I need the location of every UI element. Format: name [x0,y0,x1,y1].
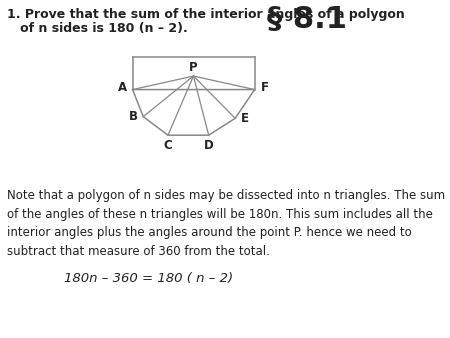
Text: F: F [261,81,269,94]
Text: § 8.1: § 8.1 [266,5,346,34]
Text: B: B [129,110,138,123]
Text: 180n – 360 = 180 ( n – 2): 180n – 360 = 180 ( n – 2) [63,272,233,285]
Text: E: E [241,112,249,125]
Text: A: A [118,81,127,94]
Text: Note that a polygon of n sides may be dissected into n triangles. The sum
of the: Note that a polygon of n sides may be di… [7,189,445,258]
Text: of n sides is 180 (n – 2).: of n sides is 180 (n – 2). [7,22,188,35]
Text: C: C [164,139,172,152]
Text: D: D [204,139,214,152]
Text: P: P [189,61,198,74]
Text: 1. Prove that the sum of the interior angles of a polygon: 1. Prove that the sum of the interior an… [7,8,405,21]
